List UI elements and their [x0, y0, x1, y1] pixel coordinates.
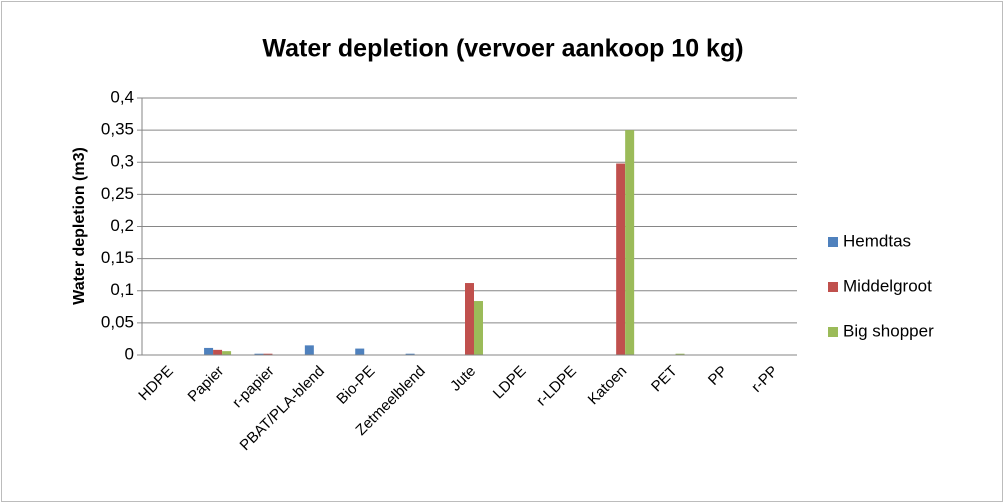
bar [405, 353, 415, 355]
y-tick-label: 0,05 [101, 312, 134, 331]
bar [616, 163, 626, 355]
y-tick-label: 0,2 [110, 216, 134, 235]
y-tick-label: 0,3 [110, 152, 134, 171]
bar [263, 353, 273, 355]
legend-label: Hemdtas [843, 231, 911, 250]
legend-swatch [828, 282, 838, 292]
bar [474, 301, 483, 355]
y-tick-label: 0 [125, 344, 134, 363]
y-tick-label: 0,15 [101, 248, 134, 267]
legend-swatch [828, 237, 838, 247]
bar [254, 353, 264, 355]
bar [213, 349, 223, 355]
legend-label: Middelgroot [843, 276, 932, 295]
legend-swatch [828, 327, 838, 337]
chart-title: Water depletion (vervoer aankoop 10 kg) [262, 35, 743, 63]
y-tick-label: 0,25 [101, 184, 134, 203]
bar [465, 283, 474, 355]
y-tick-label: 0,1 [110, 280, 134, 299]
bar [675, 353, 685, 355]
bar [222, 351, 232, 355]
y-tick-label: 0,4 [110, 87, 134, 106]
y-tick-label: 0,35 [101, 120, 134, 139]
bar [355, 348, 365, 355]
bar [625, 130, 635, 355]
bar [304, 345, 314, 355]
legend-label: Big shopper [843, 321, 934, 340]
y-axis-label: Water depletion (m3) [71, 147, 88, 305]
bar [204, 347, 214, 355]
